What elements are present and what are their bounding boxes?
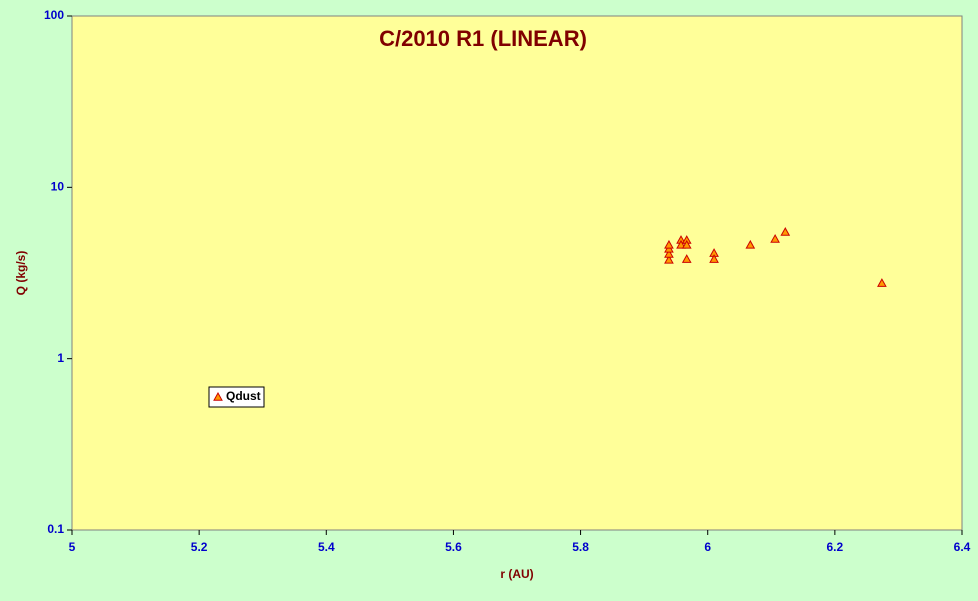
legend-marker	[213, 391, 223, 401]
x-tick-label: 6.4	[954, 540, 971, 554]
point	[664, 254, 674, 264]
x-tick-label: 5.4	[318, 540, 335, 554]
y-tick-label: 10	[51, 180, 65, 194]
point	[664, 239, 674, 249]
point	[780, 227, 791, 236]
point	[877, 278, 887, 287]
point	[681, 254, 692, 263]
point	[676, 239, 686, 249]
legend-label: Qdust	[226, 389, 261, 403]
point	[681, 239, 692, 249]
legend-box	[208, 386, 265, 408]
y-axis-title: Q (kg/s)	[14, 251, 28, 296]
x-tick-label: 5	[69, 540, 76, 554]
y-tick-label: 1	[57, 351, 64, 365]
point	[709, 254, 719, 263]
x-tick-label: 5.8	[572, 540, 589, 554]
x-axis-title: r (AU)	[500, 567, 533, 581]
x-tick-label: 5.6	[445, 540, 462, 554]
plot-area	[71, 15, 963, 531]
x-tick-label: 6	[704, 540, 711, 554]
y-tick-label: 0.1	[47, 522, 64, 536]
point	[664, 249, 674, 258]
x-tick-label: 5.2	[191, 540, 208, 554]
chart-title: C/2010 R1 (LINEAR)	[379, 26, 587, 51]
legend: Qdust	[208, 386, 265, 408]
point	[745, 239, 756, 249]
point	[770, 234, 780, 243]
y-tick-label: 100	[44, 8, 64, 22]
x-tick-label: 6.2	[827, 540, 844, 554]
